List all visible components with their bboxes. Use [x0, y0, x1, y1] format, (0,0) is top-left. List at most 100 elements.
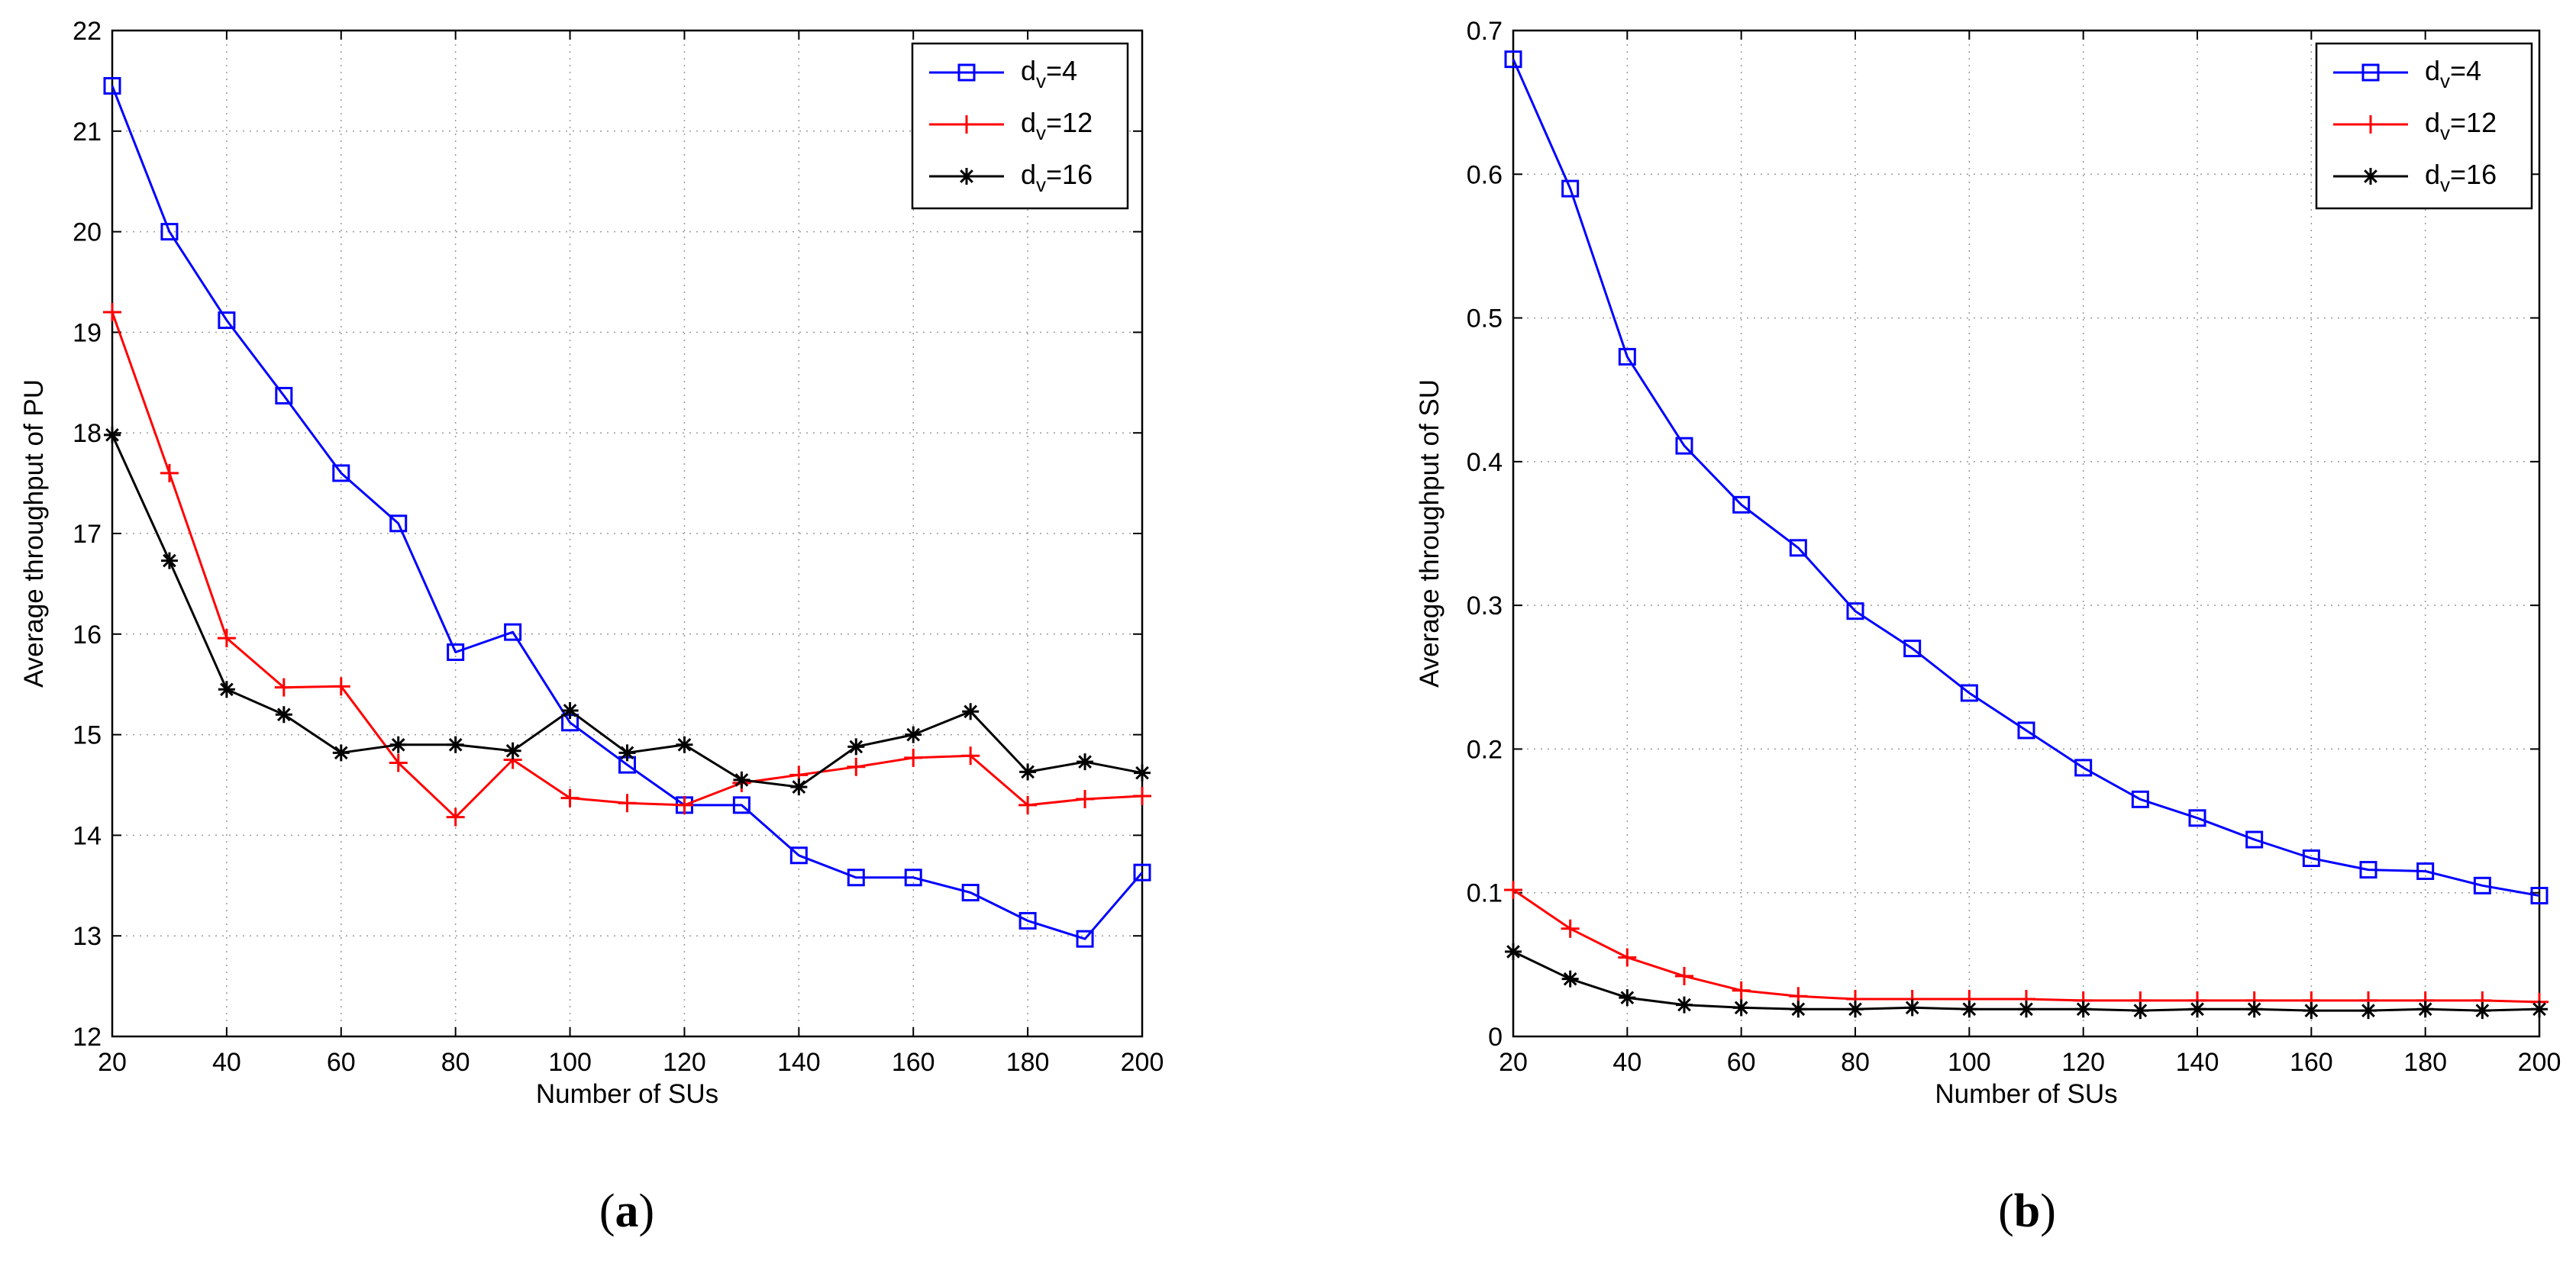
- x-tick-label: 140: [2176, 1048, 2219, 1077]
- data-point: [1504, 880, 1522, 899]
- data-point: [447, 736, 464, 753]
- data-point: [160, 552, 178, 569]
- data-point: [1134, 764, 1151, 782]
- data-point: [1133, 787, 1151, 805]
- legend-entry-sub: v: [1036, 69, 1046, 92]
- data-point: [676, 736, 693, 753]
- x-tick-label: 200: [2518, 1048, 2561, 1077]
- y-tick-label: 0: [1488, 1023, 1503, 1052]
- data-point: [561, 701, 579, 719]
- data-point: [447, 643, 465, 662]
- data-point: [733, 771, 751, 788]
- data-point: [905, 726, 922, 743]
- data-point: [2360, 1002, 2377, 1020]
- caption-close: ): [2040, 1185, 2056, 1237]
- data-point: [1019, 763, 1037, 781]
- x-tick-label: 40: [1612, 1048, 1641, 1077]
- data-point: [560, 788, 579, 807]
- y-tick-label: 22: [73, 17, 102, 46]
- data-point: [1561, 179, 1580, 198]
- series-1: [103, 76, 1151, 948]
- data-point: [275, 706, 292, 724]
- y-tick-label: 16: [73, 620, 102, 650]
- data-point: [103, 76, 121, 95]
- data-point: [847, 738, 865, 756]
- data-point: [389, 514, 408, 533]
- legend-entry-rest: =4: [2450, 55, 2481, 86]
- data-point: [1903, 640, 1922, 658]
- caption-open: (: [599, 1185, 615, 1237]
- series-2: [1504, 880, 2549, 1011]
- data-point: [1790, 1001, 1807, 1018]
- data-point: [1561, 970, 1579, 988]
- legend-entry: dv=12: [1021, 107, 1093, 144]
- y-tick-label: 0.4: [1467, 448, 1503, 477]
- data-point: [504, 742, 521, 759]
- legend-entry-rest: =16: [2450, 159, 2497, 190]
- legend-entry: dv=16: [1021, 159, 1093, 196]
- data-point: [1077, 753, 1094, 771]
- caption-letter: b: [2014, 1185, 2040, 1237]
- data-point: [274, 678, 293, 697]
- legend-entry: dv=4: [2425, 55, 2481, 92]
- series-2: [103, 303, 1151, 827]
- panel-caption: (a): [599, 1185, 654, 1237]
- legend-entry: dv=16: [2425, 159, 2497, 196]
- legend-entry-base: d: [1021, 55, 1036, 86]
- legend-marker: [2361, 115, 2380, 134]
- data-point: [675, 795, 694, 814]
- y-tick-label: 18: [73, 419, 102, 448]
- data-point: [1018, 795, 1038, 814]
- data-point: [2530, 886, 2549, 904]
- y-axis-label: Average throughput of PU: [19, 379, 49, 688]
- data-point: [2131, 790, 2149, 808]
- x-tick-label: 120: [663, 1048, 706, 1077]
- legend-marker: [958, 168, 975, 185]
- data-point: [2473, 876, 2491, 894]
- legend-entry-rest: =4: [1046, 55, 1077, 86]
- legend-marker: [957, 63, 976, 82]
- data-point: [275, 386, 293, 405]
- panel-a-chart: 20 40 60 80 100 120 140 160 180 200 12 13 14 15 16 17 18…: [19, 17, 1164, 1237]
- x-tick-label: 180: [2403, 1048, 2447, 1077]
- x-tick-label: 120: [2061, 1048, 2105, 1077]
- legend-marker: [2361, 63, 2380, 82]
- y-tick-label: 14: [73, 821, 102, 850]
- axes-frame: [1512, 29, 2541, 1038]
- legend-entry-base: d: [1021, 107, 1036, 138]
- data-point: [2531, 1001, 2548, 1018]
- legend-entry-rest: =12: [1046, 107, 1093, 138]
- y-tick-label: 0.5: [1467, 305, 1503, 334]
- data-point: [2189, 1001, 2206, 1018]
- caption-open: (: [1998, 1185, 2014, 1237]
- y-tick-label: 0.7: [1467, 17, 1503, 46]
- x-axis-label: Number of SUs: [1935, 1079, 2117, 1109]
- data-point: [2132, 1002, 2149, 1020]
- y-tick-label: 20: [73, 218, 102, 247]
- x-tick-label: 20: [98, 1048, 127, 1077]
- data-point: [160, 463, 179, 482]
- data-point: [1961, 1001, 1978, 1018]
- y-tick-label: 17: [73, 520, 102, 549]
- legend-entry-base: d: [2425, 159, 2440, 190]
- x-tick-label: 40: [212, 1048, 241, 1077]
- legend-entry-sub: v: [1036, 173, 1046, 196]
- legend-entry-rest: =16: [1046, 159, 1093, 190]
- data-point: [961, 746, 980, 766]
- y-tick-label: 0.6: [1467, 160, 1503, 189]
- panel-caption: (b): [1998, 1185, 2056, 1237]
- data-point: [847, 757, 866, 776]
- legend-entry: dv=12: [2425, 107, 2497, 144]
- legend-entry-sub: v: [2440, 121, 2450, 144]
- x-tick-label: 80: [441, 1048, 470, 1077]
- legend-marker: [957, 115, 976, 134]
- legend-entry-sub: v: [2440, 173, 2450, 196]
- data-point: [2074, 1001, 2092, 1018]
- y-tick-label: 0.1: [1467, 879, 1503, 908]
- legend-entry-rest: =12: [2450, 107, 2497, 138]
- data-point: [1619, 989, 1636, 1007]
- data-point: [332, 464, 350, 482]
- y-tick-label: 19: [73, 318, 102, 347]
- data-point: [160, 223, 179, 241]
